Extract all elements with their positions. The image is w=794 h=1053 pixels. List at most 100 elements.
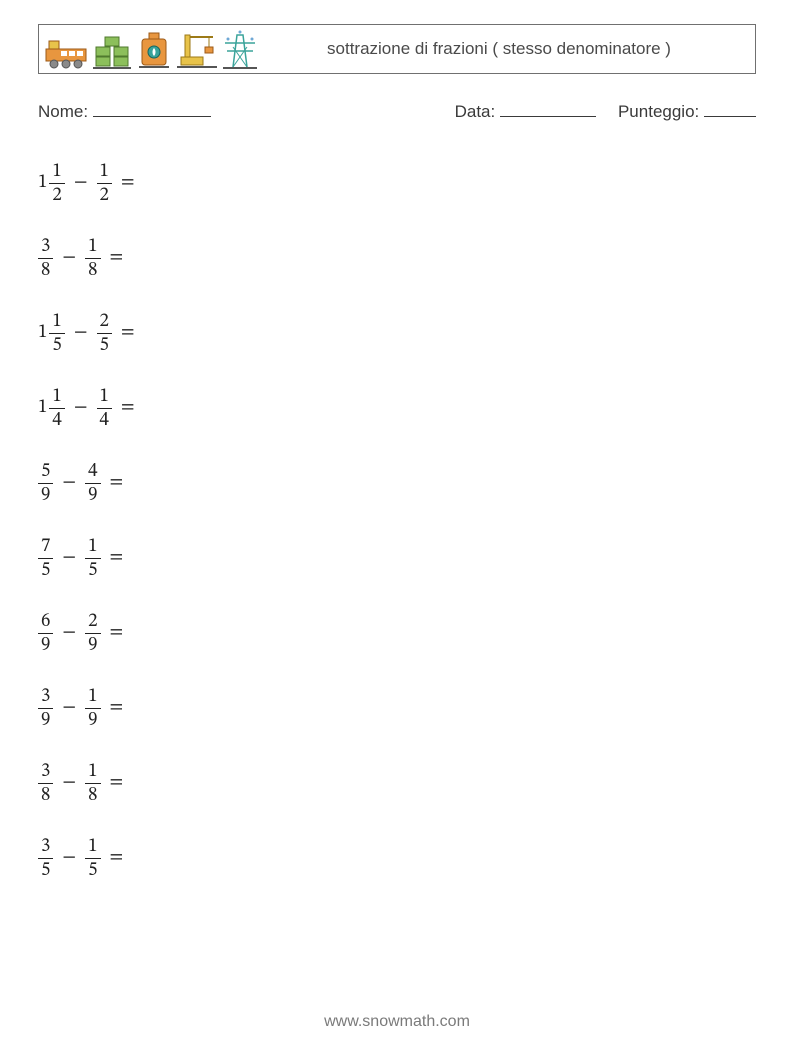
- operand-a-denominator: 4: [49, 409, 64, 430]
- operator: −: [65, 321, 97, 345]
- operand-a-fraction: 14: [49, 387, 64, 430]
- operator: −: [53, 471, 85, 495]
- operator: −: [53, 846, 85, 870]
- operand-a-fraction: 38: [38, 237, 53, 280]
- operand-b-fraction: 15: [85, 837, 100, 880]
- date-label: Data:: [455, 102, 496, 121]
- operand-b-numerator: 1: [85, 837, 100, 858]
- equals: =: [101, 771, 124, 795]
- train-icon: [45, 35, 87, 69]
- operand-b-denominator: 9: [85, 484, 100, 505]
- problem-row: 69−29=: [38, 612, 756, 655]
- operand-b-denominator: 2: [97, 184, 112, 205]
- operand-b-denominator: 9: [85, 634, 100, 655]
- problem-row: 75−15=: [38, 537, 756, 580]
- operand-b-fraction: 29: [85, 612, 100, 655]
- problem-row: 114−14=: [38, 387, 756, 430]
- operand-b-denominator: 8: [85, 259, 100, 280]
- operator: −: [65, 171, 97, 195]
- operand-a-fraction: 12: [49, 162, 64, 205]
- crates-icon: [93, 35, 131, 69]
- operator: −: [53, 246, 85, 270]
- date-blank[interactable]: [500, 98, 596, 117]
- operand-a-numerator: 6: [38, 612, 53, 633]
- worksheet-page: sottrazione di frazioni ( stesso denomin…: [0, 0, 794, 1053]
- operand-b-numerator: 1: [85, 237, 100, 258]
- operand-a-denominator: 9: [38, 634, 53, 655]
- equals: =: [101, 471, 124, 495]
- problem-row: 35−15=: [38, 837, 756, 880]
- operator: −: [53, 771, 85, 795]
- operand-b-numerator: 2: [85, 612, 100, 633]
- equals: =: [112, 171, 135, 195]
- score-label: Punteggio:: [618, 102, 699, 121]
- operator: −: [53, 546, 85, 570]
- operand-a-denominator: 5: [38, 559, 53, 580]
- operand-a-fraction: 38: [38, 762, 53, 805]
- operand-a-numerator: 3: [38, 837, 53, 858]
- operand-a-denominator: 8: [38, 259, 53, 280]
- operand-b-numerator: 4: [85, 462, 100, 483]
- operand-b-numerator: 1: [97, 162, 112, 183]
- problem-row: 59−49=: [38, 462, 756, 505]
- name-field: Nome:: [38, 98, 455, 122]
- operand-a-denominator: 2: [49, 184, 64, 205]
- footer-url: www.snowmath.com: [0, 1013, 794, 1031]
- operand-a-denominator: 5: [38, 859, 53, 880]
- operand-a-fraction: 35: [38, 837, 53, 880]
- operand-b-fraction: 19: [85, 687, 100, 730]
- operand-a-numerator: 3: [38, 762, 53, 783]
- operand-a-fraction: 59: [38, 462, 53, 505]
- operand-a-denominator: 8: [38, 784, 53, 805]
- crane-icon: [177, 31, 217, 69]
- operand-a-fraction: 15: [49, 312, 64, 355]
- pylon-icon: [223, 29, 257, 69]
- operand-b-denominator: 4: [97, 409, 112, 430]
- operand-b-fraction: 18: [85, 237, 100, 280]
- problem-row: 38−18=: [38, 237, 756, 280]
- operand-a-denominator: 5: [49, 334, 64, 355]
- equals: =: [101, 621, 124, 645]
- operand-b-numerator: 1: [85, 537, 100, 558]
- name-blank[interactable]: [93, 98, 211, 117]
- operand-a-numerator: 3: [38, 687, 53, 708]
- name-label: Nome:: [38, 102, 88, 121]
- operand-b-numerator: 1: [85, 762, 100, 783]
- worksheet-title: sottrazione di frazioni ( stesso denomin…: [257, 40, 749, 59]
- operand-a-whole: 1: [38, 171, 49, 195]
- operand-b-fraction: 14: [97, 387, 112, 430]
- operand-a-numerator: 1: [49, 387, 64, 408]
- operand-a-denominator: 9: [38, 484, 53, 505]
- operand-a-denominator: 9: [38, 709, 53, 730]
- operand-b-fraction: 49: [85, 462, 100, 505]
- equals: =: [112, 396, 135, 420]
- header-box: sottrazione di frazioni ( stesso denomin…: [38, 24, 756, 74]
- header-icons: [45, 29, 257, 69]
- operand-a-numerator: 1: [49, 312, 64, 333]
- operand-a-numerator: 1: [49, 162, 64, 183]
- meta-row: Nome: Data: Punteggio:: [38, 98, 756, 122]
- equals: =: [101, 696, 124, 720]
- operand-a-numerator: 3: [38, 237, 53, 258]
- problems-list: 112−12=38−18=115−25=114−14=59−49=75−15=6…: [38, 162, 756, 880]
- problem-row: 38−18=: [38, 762, 756, 805]
- operator: −: [53, 621, 85, 645]
- score-field: Punteggio:: [618, 98, 756, 122]
- operator: −: [65, 396, 97, 420]
- operand-a-fraction: 69: [38, 612, 53, 655]
- operator: −: [53, 696, 85, 720]
- operand-b-denominator: 9: [85, 709, 100, 730]
- date-field: Data:: [455, 98, 596, 122]
- operand-b-denominator: 5: [85, 559, 100, 580]
- operand-a-whole: 1: [38, 396, 49, 420]
- operand-b-denominator: 8: [85, 784, 100, 805]
- operand-a-fraction: 39: [38, 687, 53, 730]
- score-blank[interactable]: [704, 98, 756, 117]
- equals: =: [112, 321, 135, 345]
- equals: =: [101, 546, 124, 570]
- operand-b-fraction: 12: [97, 162, 112, 205]
- operand-b-fraction: 25: [97, 312, 112, 355]
- tank-icon: [137, 31, 171, 69]
- problem-row: 112−12=: [38, 162, 756, 205]
- operand-b-numerator: 1: [85, 687, 100, 708]
